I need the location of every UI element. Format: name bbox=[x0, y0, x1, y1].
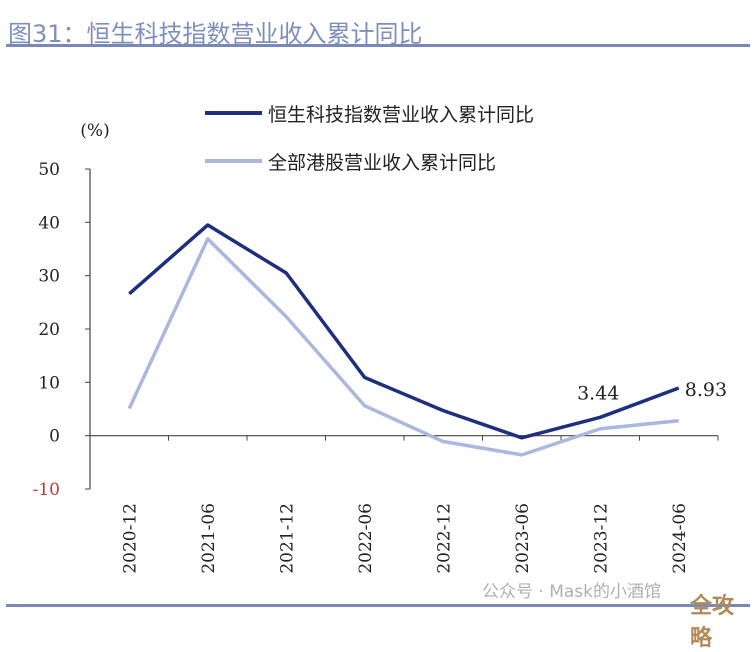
legend-label-0: 恒生科技指数营业收入累计同比 bbox=[268, 104, 534, 126]
x-tick-label: 2024-06 bbox=[670, 503, 690, 574]
watermark-badge: 全攻略 bbox=[690, 594, 735, 651]
legend-label-1: 全部港股营业收入累计同比 bbox=[268, 152, 496, 174]
chart-figure: 图31：恒生科技指数营业收入累计同比 50 40 30 20 10 0 -10 (%) 2020… bbox=[6, 20, 750, 651]
y-tick-label: 20 bbox=[38, 320, 60, 340]
x-tick-label: 2022-06 bbox=[356, 503, 376, 574]
data-label: 8.93 bbox=[685, 379, 727, 401]
figure-title: 图31：恒生科技指数营业收入累计同比 bbox=[8, 20, 423, 48]
x-tick-label: 2020-12 bbox=[120, 503, 140, 574]
line-chart: 50 40 30 20 10 0 -10 (%) 2020-12 2021-06 2021-12 20… bbox=[33, 104, 727, 574]
title-divider bbox=[6, 44, 750, 47]
y-tick-label: 40 bbox=[38, 213, 60, 233]
y-tick-label: 0 bbox=[49, 427, 60, 447]
series-line-1 bbox=[127, 237, 679, 457]
y-tick-label: 50 bbox=[38, 160, 60, 180]
y-tick-label: 30 bbox=[38, 267, 60, 287]
x-tick-label: 2021-12 bbox=[277, 503, 297, 574]
series-line-0 bbox=[128, 223, 680, 440]
y-tick-label: -10 bbox=[33, 480, 60, 500]
x-tick-label: 2023-12 bbox=[591, 503, 611, 574]
y-axis-unit: (%) bbox=[80, 121, 109, 141]
x-tick-label: 2023-06 bbox=[513, 503, 533, 574]
x-tick-label: 2022-12 bbox=[434, 503, 454, 574]
data-label: 3.44 bbox=[577, 382, 619, 404]
y-tick-label: 10 bbox=[38, 373, 60, 393]
x-tick-label: 2021-06 bbox=[199, 503, 219, 574]
watermark: 公众号 · Mask的小酒馆 bbox=[482, 582, 661, 602]
bottom-divider bbox=[6, 604, 750, 607]
